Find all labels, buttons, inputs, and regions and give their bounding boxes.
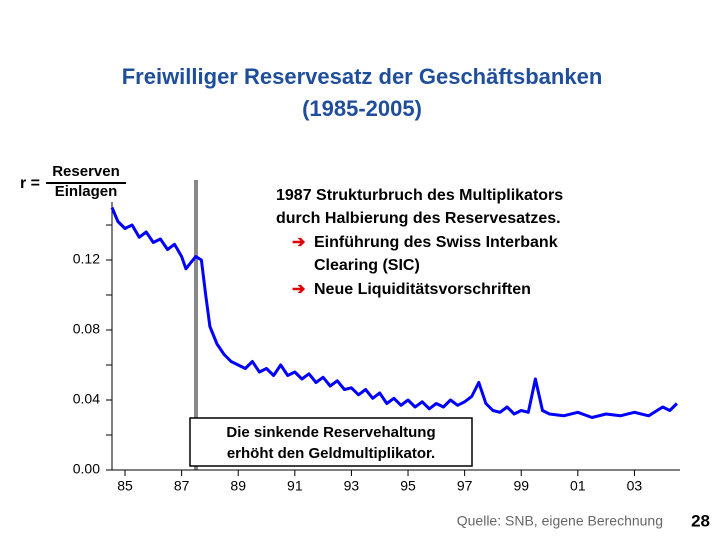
title-line: (1985-2005) [302,96,422,121]
annotation-bullet: Clearing (SIC) [314,257,420,274]
annotation-bullet: Einführung des Swiss Interbank [314,234,558,251]
formula-symbol: r = [20,175,40,192]
formula-bg [45,160,130,202]
data-line [110,206,678,419]
note-box [189,417,473,467]
x-tick-label: 99 [513,478,529,494]
x-tick-label: 89 [230,478,246,494]
source: Quelle: SNB, eigene Berechnung [457,513,663,529]
formula-denominator: Einlagen [55,183,118,200]
y-tick-label: 0.12 [73,251,100,267]
annotation-line: durch Halbierung des Reservesatzes. [276,210,561,227]
page-number: 28 [691,511,710,530]
y-tick-label: 0.08 [73,321,100,337]
x-tick-label: 03 [627,478,643,494]
note-line: Die sinkende Reservehaltung [226,424,435,441]
y-tick-label: 0.04 [73,391,100,407]
title-line: Freiwilliger Reservesatz der Geschäftsba… [122,64,603,89]
annotation-bullet: Neue Liquiditätsvorschriften [314,281,531,298]
bullet-arrow: ➔ [292,234,306,251]
y-tick-label: 0.00 [73,461,100,477]
x-tick-label: 95 [400,478,416,494]
bullet-arrow: ➔ [292,281,306,298]
x-tick-label: 87 [174,478,190,494]
x-tick-label: 85 [117,478,133,494]
note-line: erhöht den Geldmultiplikator. [227,445,435,462]
x-tick-label: 01 [570,478,586,494]
x-tick-label: 91 [287,478,303,494]
plot: 0.00 0.04 0.08 0.12 85 87 89 91 93 95 97 99 01 03 [73,190,680,494]
annotation-line: 1987 Strukturbruch des Multiplikators [276,187,563,204]
x-tick-label: 93 [344,478,360,494]
x-tick-label: 97 [457,478,473,494]
formula-numerator: Reserven [52,163,120,180]
